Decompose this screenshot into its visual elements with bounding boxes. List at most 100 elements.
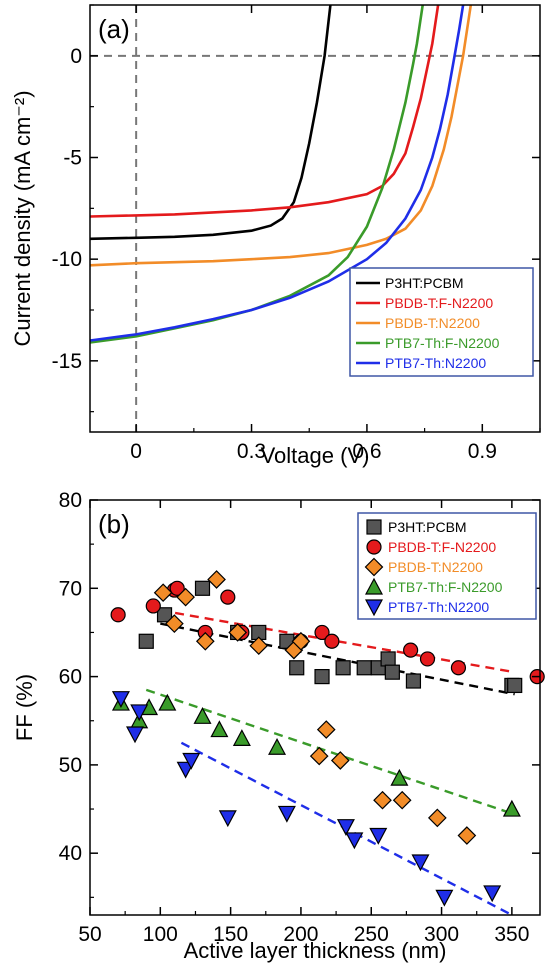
data-point-1-1 — [145, 598, 161, 614]
legend-box-a — [349, 267, 534, 377]
data-point-4-6 — [277, 805, 296, 823]
legend-label-b-1: PBDB-T:F-N2200 — [388, 539, 496, 555]
data-point-0-13 — [405, 673, 422, 689]
data-point-3-4 — [193, 707, 212, 724]
x-tick-label-a-3: 0.9 — [468, 440, 497, 463]
y-tick-label-b-4: 80 — [59, 489, 82, 512]
y-tick-label-b-1: 50 — [59, 754, 82, 777]
data-point-0-6 — [289, 660, 305, 676]
data-point-2-1 — [165, 614, 184, 633]
trend-line-0 — [160, 622, 515, 696]
data-point-3-9 — [502, 799, 521, 817]
data-point-1-11 — [419, 651, 436, 667]
legend-marker-b-3 — [365, 577, 383, 595]
x-tick-label-b-4: 250 — [354, 923, 389, 946]
data-point-1-12 — [450, 660, 467, 676]
series-markers-4 — [111, 691, 502, 907]
data-point-2-5 — [228, 623, 248, 642]
series-line-2 — [90, 5, 473, 267]
x-tick-label-b-2: 150 — [213, 923, 248, 946]
data-point-4-10 — [411, 854, 430, 872]
data-point-2-15 — [457, 826, 477, 845]
legend-label-b-4: PTB7-Th:N2200 — [388, 599, 489, 615]
x-tick-label-a-2: 0.6 — [352, 440, 381, 463]
data-point-0-8 — [335, 660, 351, 676]
data-point-2-11 — [330, 751, 350, 770]
y-tick-label-b-3: 70 — [59, 577, 82, 600]
data-point-3-8 — [390, 768, 409, 786]
data-point-0-2 — [194, 580, 211, 596]
data-point-4-1 — [126, 726, 144, 744]
series-line-4 — [90, 5, 465, 342]
data-point-2-14 — [427, 808, 447, 828]
y-tick-label-a-1: -5 — [63, 147, 82, 170]
panel-label-b: (b) — [98, 509, 130, 539]
data-point-1-8 — [314, 624, 330, 641]
data-point-0-9 — [356, 660, 372, 676]
series-line-1 — [90, 5, 440, 218]
x-tick-label-a-1: 0.3 — [237, 440, 266, 463]
data-point-2-10 — [316, 720, 336, 739]
data-point-1-10 — [403, 642, 419, 658]
y-tick-label-a-3: -15 — [52, 350, 82, 373]
data-point-4-12 — [483, 885, 502, 903]
data-point-0-12 — [384, 664, 400, 680]
legend-marker-b-2 — [364, 557, 384, 577]
data-point-4-9 — [369, 827, 388, 845]
data-point-2-0 — [153, 583, 173, 603]
plot-frame-b — [89, 499, 541, 916]
legend-box-b — [357, 512, 537, 620]
legend-label-b-0: P3HT:PCBM — [388, 519, 467, 535]
data-point-2-8 — [291, 631, 311, 651]
y-axis-label-b: FF (%) — [12, 674, 37, 741]
data-point-4-2 — [130, 704, 149, 722]
series-line-0 — [90, 5, 332, 241]
data-point-0-7 — [314, 668, 330, 685]
data-point-2-3 — [195, 631, 215, 651]
data-point-1-0 — [110, 607, 126, 623]
x-axis-label-b: Active layer thickness (nm) — [184, 938, 447, 963]
y-axis-label-a: Current density (mA cm⁻²) — [10, 90, 35, 346]
legend-label-a-0: P3HT:PCBM — [385, 275, 464, 291]
y-tick-label-a-0: 0 — [70, 45, 82, 68]
panel-a-jv-curves: 0 0.3 0.6 0.9 0 -5 -10 -15 Voltage (V) Current de… — [10, 4, 541, 468]
legend-marker-b-0 — [366, 519, 382, 535]
series-markers-1 — [110, 580, 545, 685]
x-tick-label-b-0: 50 — [78, 923, 101, 946]
data-point-1-9 — [324, 633, 340, 649]
x-axis-label-a: Voltage (V) — [261, 443, 370, 468]
legend-label-b-2: PBDB-T:N2200 — [388, 559, 483, 575]
x-tick-label-a-0: 0 — [130, 440, 142, 463]
trend-line-3 — [145, 688, 513, 815]
y-tick-label-b-0: 40 — [59, 842, 82, 865]
data-point-2-4 — [207, 570, 226, 589]
x-tick-label-b-6: 350 — [494, 923, 529, 946]
data-point-1-5 — [220, 589, 236, 605]
legend-marker-b-1 — [366, 539, 382, 555]
data-point-4-5 — [218, 810, 237, 828]
panel-b-ff-vs-thickness: 50 100 150 200 250 300 350 40 50 60 70 80 Active lay… — [12, 489, 545, 963]
data-point-0-11 — [380, 651, 396, 667]
data-point-0-1 — [156, 607, 173, 623]
x-tick-label-b-1: 100 — [143, 923, 178, 946]
data-point-3-7 — [268, 737, 287, 755]
data-point-2-13 — [392, 790, 412, 810]
legend-label-a-1: PBDB-T:F-N2200 — [385, 295, 493, 311]
x-tick-label-b-3: 200 — [283, 923, 318, 946]
data-point-2-6 — [249, 636, 269, 656]
data-point-0-0 — [138, 633, 154, 649]
data-point-4-11 — [435, 889, 454, 907]
data-point-3-5 — [210, 720, 229, 738]
legend-marker-b-4 — [365, 599, 383, 617]
legend-label-a-4: PTB7-Th:N2200 — [385, 355, 486, 371]
data-point-2-12 — [373, 790, 392, 810]
y-tick-label-a-2: -10 — [52, 248, 82, 271]
legend-label-a-3: PTB7-Th:F-N2200 — [385, 335, 500, 351]
data-point-4-8 — [345, 832, 364, 850]
plot-frame-a — [89, 4, 541, 433]
series-markers-3 — [111, 693, 521, 817]
data-point-2-2 — [176, 587, 195, 607]
data-point-4-4 — [182, 752, 201, 770]
data-point-2-9 — [309, 746, 329, 766]
